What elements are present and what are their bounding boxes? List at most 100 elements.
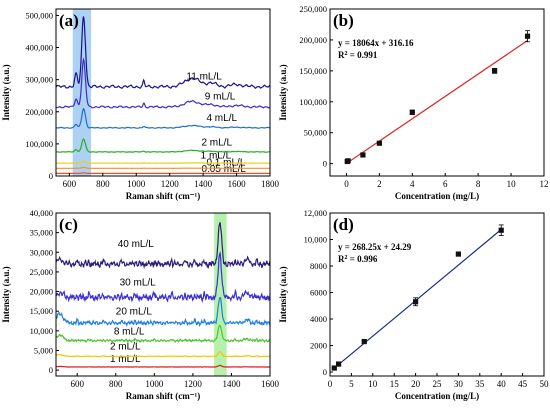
data-point [455, 251, 461, 257]
y-tick-label: 100,000 [299, 97, 327, 107]
y-axis-label: Intensity (a.u.) [278, 266, 288, 322]
series-label: 8 mL/L [114, 326, 145, 337]
series-label: 4 mL/L [206, 113, 237, 124]
y-tick-label: 10,000 [30, 326, 53, 336]
y-tick-label: 500,000 [25, 10, 53, 20]
y-tick-label: 10,000 [304, 235, 327, 245]
series-label: 2 mL/L [110, 341, 141, 352]
spectrum-line [56, 57, 271, 109]
series-label: 40 mL/L [118, 239, 155, 250]
x-tick-label: 0 [344, 179, 349, 189]
x-axis-label: Concentration (mg/L) [395, 191, 479, 201]
series-label: 9 mL/L [205, 92, 236, 103]
x-axis-label: Raman shift (cm⁻¹) [126, 191, 200, 201]
spectrum-line [55, 16, 271, 89]
x-tick-label: 35 [475, 379, 485, 389]
data-point [376, 140, 382, 146]
spectrum-line [56, 172, 270, 174]
y-tick-label: 12,000 [304, 208, 327, 218]
x-tick-label: 50 [540, 379, 550, 389]
series-label: 1 mL/L [201, 150, 232, 161]
r-squared-exponent: 2 [345, 51, 348, 57]
r-squared-value: = 0.991 [348, 50, 378, 60]
x-tick-label: 1200 [161, 179, 180, 189]
spectra-panel: 0.05 mL/L0.1 mL/L1 mL/L2 mL/L4 mL/L9 mL/… [1, 8, 280, 201]
highlight-band [72, 9, 92, 176]
y-tick-label: 300,000 [25, 75, 53, 85]
r-squared-symbol: R [338, 50, 345, 60]
x-axis-label: Raman shift (cm⁻¹) [126, 391, 200, 401]
y-tick-label: 0 [323, 367, 327, 377]
x-tick-label: 20 [411, 379, 421, 389]
y-tick-label: 0 [49, 365, 53, 375]
r-squared: R2 = 0.996 [338, 254, 378, 264]
x-tick-label: 6 [443, 179, 448, 189]
data-point [524, 33, 531, 39]
y-axis-label: Intensity (a.u.) [1, 266, 11, 322]
y-tick-label: 15,000 [30, 306, 53, 316]
x-tick-label: 600 [70, 379, 84, 389]
x-tick-label: 4 [410, 179, 415, 189]
y-tick-label: 200,000 [299, 35, 327, 45]
spectrum-line [56, 166, 270, 169]
data-point [409, 109, 415, 115]
spectrum-line [55, 222, 271, 270]
x-tick-label: 45 [518, 379, 528, 389]
x-tick-label: 1200 [184, 379, 203, 389]
spectrum-line [55, 324, 271, 344]
x-tick-label: 15 [390, 379, 400, 389]
panel-label: (d) [333, 215, 354, 234]
x-tick-label: 800 [109, 379, 123, 389]
spectrum-line [55, 107, 270, 129]
y-tick-label: 8000 [310, 261, 327, 271]
spectrum-line [55, 296, 271, 328]
y-tick-label: 200,000 [25, 107, 53, 117]
panel-label: (a) [59, 11, 79, 30]
plot-frame [329, 8, 545, 177]
fit-equation: y = 18064x + 316.16 [338, 38, 414, 48]
series-label: 2 mL/L [201, 137, 232, 148]
x-tick-label: 1400 [222, 379, 241, 389]
x-tick-label: 1800 [261, 179, 280, 189]
x-tick-label: 10 [368, 379, 378, 389]
x-tick-label: 5 [349, 379, 354, 389]
y-tick-label: 2000 [310, 341, 327, 351]
x-tick-label: 25 [433, 379, 443, 389]
x-tick-label: 10 [507, 179, 517, 189]
fit-line [346, 40, 528, 164]
panel-label: (c) [59, 215, 78, 234]
plot-frame [329, 212, 545, 377]
x-tick-label: 30 [454, 379, 464, 389]
fit-equation: y = 268.25x + 24.29 [338, 242, 412, 252]
y-tick-label: 150,000 [299, 66, 327, 76]
y-tick-label: 20,000 [30, 287, 53, 297]
spectrum-line [56, 138, 271, 153]
data-point [335, 361, 342, 367]
series-label: 30 mL/L [120, 278, 157, 289]
x-tick-label: 1400 [194, 179, 213, 189]
y-axis-label: Intensity (a.u.) [1, 64, 11, 120]
x-tick-label: 1000 [127, 179, 146, 189]
y-tick-label: 25,000 [30, 267, 53, 277]
r-squared-symbol: R [338, 254, 345, 264]
x-tick-label: 0 [328, 379, 333, 389]
y-axis-label: Intensity (a.u.) [278, 64, 288, 120]
spectra-panel: 1 mL/L 2 mL/L 8 mL/L 20 mL/L 30 mL/L 40 mL/L 6… [1, 208, 280, 401]
y-tick-label: 35,000 [30, 228, 53, 238]
r-squared-exponent: 2 [345, 255, 348, 261]
y-tick-label: 5,000 [34, 345, 53, 355]
y-tick-label: 400,000 [25, 43, 53, 53]
x-tick-label: 12 [540, 179, 549, 189]
r-squared: R2 = 0.991 [338, 50, 378, 60]
y-tick-label: 0 [323, 159, 327, 169]
x-tick-label: 800 [96, 179, 110, 189]
spectrum-line [55, 251, 271, 304]
y-tick-label: 100,000 [25, 139, 53, 149]
data-point [361, 338, 367, 345]
r-squared-value: = 0.996 [348, 254, 378, 264]
x-tick-label: 1600 [228, 179, 247, 189]
series-label: 11 mL/L [186, 72, 222, 83]
